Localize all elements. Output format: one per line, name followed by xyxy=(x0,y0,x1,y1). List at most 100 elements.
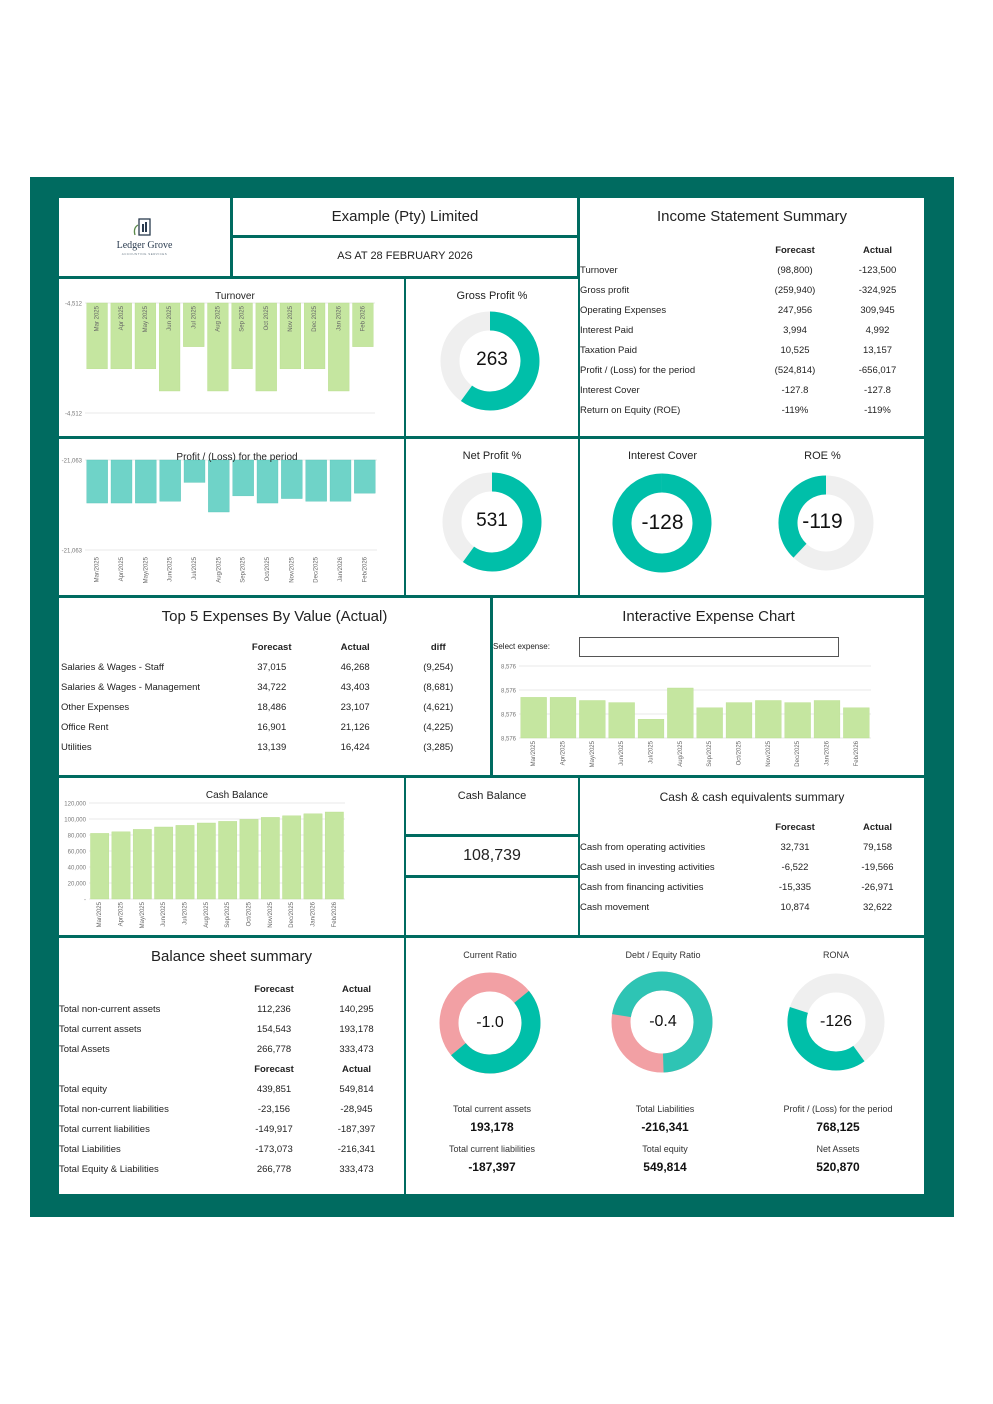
y-tick-label: -4,512 xyxy=(65,412,83,418)
cell-diff: (4,225) xyxy=(423,721,454,733)
logo-box: Ledger Grove ACCOUNTING SERVICES xyxy=(59,198,230,276)
x-tick-label: Nov 2025 xyxy=(288,305,294,331)
x-tick-label: Oct/2025 xyxy=(265,556,271,581)
cell-actual: 193,178 xyxy=(339,1023,374,1035)
cash-balance-value: 108,739 xyxy=(463,847,521,864)
x-tick-label: Jan/2026 xyxy=(311,901,317,926)
col-forecast: Forecast xyxy=(254,983,294,995)
current-l2: Total current liabilities xyxy=(448,1144,536,1154)
cash-balance-title-box: Cash Balance xyxy=(406,778,578,834)
x-tick-label: Mar/2025 xyxy=(97,901,103,927)
donut-arc xyxy=(460,311,540,411)
bar xyxy=(208,459,230,513)
cell-actual: -119% xyxy=(864,404,891,416)
bar xyxy=(279,302,302,370)
income-summary-title: Income Statement Summary xyxy=(656,208,848,225)
cell-actual: 333,473 xyxy=(339,1043,374,1055)
bar xyxy=(231,302,253,370)
logo-subtext: ACCOUNTING SERVICES xyxy=(121,252,168,256)
x-tick-label: Mar 2025 xyxy=(95,305,101,331)
x-tick-label: Jan 2026 xyxy=(336,305,342,330)
rona-v2: 520,870 xyxy=(816,1160,860,1174)
cell-forecast: 266,778 xyxy=(256,1043,292,1055)
table-header: Forecast Actual xyxy=(580,817,915,837)
bar xyxy=(696,707,723,739)
cell-actual: -123,500 xyxy=(858,264,897,276)
x-tick-label: Jan/2026 xyxy=(825,740,831,765)
x-tick-label: Oct/2025 xyxy=(247,901,253,926)
cell-actual: -19,566 xyxy=(861,861,894,873)
rona-l2: Net Assets xyxy=(816,1144,860,1154)
cell-actual: 333,473 xyxy=(339,1163,374,1175)
table-header: Forecast Actual xyxy=(59,1059,394,1079)
y-tick-label: 120,000 xyxy=(64,802,86,808)
table-row: Total Liabilities -173,073 -216,341 xyxy=(59,1139,394,1159)
col-forecast: Forecast xyxy=(775,821,815,833)
x-tick-label: Feb/2026 xyxy=(362,556,368,582)
donut-arc xyxy=(612,971,713,1073)
bar xyxy=(520,697,547,739)
bar xyxy=(637,719,665,739)
y-tick-label: -21,063 xyxy=(62,459,83,465)
bar xyxy=(784,702,811,739)
cell-label: Cash movement xyxy=(580,901,650,913)
company-name: Example (Pty) Limited xyxy=(331,208,479,225)
cell-forecast: 154,543 xyxy=(256,1023,292,1035)
cell-actual: -26,971 xyxy=(861,881,894,893)
report-date-box: AS AT 28 FEBRUARY 2026 xyxy=(233,238,577,276)
cell-label: Total Equity & Liabilities xyxy=(59,1163,159,1175)
x-tick-label: Jun/2025 xyxy=(161,901,167,926)
cell-forecast: -173,073 xyxy=(255,1143,293,1155)
cell-forecast: 37,015 xyxy=(257,661,287,673)
table-row: Gross profit (259,940) -324,925 xyxy=(580,280,915,300)
x-tick-label: May/2025 xyxy=(590,740,596,767)
cell-actual: 32,622 xyxy=(862,901,893,913)
profit-loss-chart-panel: -21,063 -21,063 Mar/2025 Apr/2025 May/2025 Ju… xyxy=(59,439,404,595)
bar xyxy=(218,821,238,900)
x-tick-label: Apr/2025 xyxy=(119,901,125,926)
logo-icon xyxy=(133,218,151,236)
cell-label: Office Rent xyxy=(61,721,109,733)
bar xyxy=(305,459,327,502)
debt-equity-value: -0.4 xyxy=(649,1013,677,1030)
x-tick-label: Mar/2025 xyxy=(95,556,101,582)
cash-balance-value-box: 108,739 xyxy=(406,837,578,875)
cell-forecast: (524,814) xyxy=(774,364,816,376)
col-actual: Actual xyxy=(341,983,372,995)
cell-actual: -324,925 xyxy=(858,284,897,296)
cell-actual: -127.8 xyxy=(864,384,891,396)
cell-forecast: (259,940) xyxy=(774,284,816,296)
bar xyxy=(110,302,132,370)
select-expense-input[interactable] xyxy=(579,637,839,657)
bar xyxy=(232,459,254,497)
cell-label: Cash from operating activities xyxy=(580,841,706,853)
col-actual: Actual xyxy=(341,1063,372,1075)
donut-arc xyxy=(451,990,541,1074)
cell-label: Total Assets xyxy=(59,1043,110,1055)
cell-label: Operating Expenses xyxy=(580,304,667,316)
bar xyxy=(132,829,152,900)
rona-value: -126 xyxy=(819,1013,853,1030)
cell-actual: 79,158 xyxy=(862,841,893,853)
table-row: Cash from operating activities 32,731 79,1… xyxy=(580,837,915,857)
company-title-box: Example (Pty) Limited xyxy=(233,198,577,235)
table-row: Total non-current liabilities -23,156 -28,… xyxy=(59,1099,394,1119)
cash-summary-title: Cash & cash equivalents summary xyxy=(659,790,845,804)
cell-label: Total current assets xyxy=(59,1023,142,1035)
debt-l1: Total Liabilities xyxy=(635,1104,695,1114)
y-tick-label: 60,000 xyxy=(68,850,87,856)
donut-arc xyxy=(612,473,712,573)
cell-label: Interest Paid xyxy=(580,324,634,336)
table-row: Interest Paid 3,994 4,992 xyxy=(580,320,915,340)
table-row: Total Equity & Liabilities 266,778 333,473 xyxy=(59,1159,394,1179)
x-tick-label: Apr/2025 xyxy=(119,556,125,581)
y-tick-label: 20,000 xyxy=(68,882,87,888)
x-tick-label: Dec/2025 xyxy=(795,740,801,766)
cash-summary-panel: Cash & cash equivalents summary Forecast… xyxy=(580,778,924,935)
bar xyxy=(281,459,303,499)
report-date: AS AT 28 FEBRUARY 2026 xyxy=(337,250,473,262)
debt-equity-title: Debt / Equity Ratio xyxy=(625,950,701,960)
x-tick-label: May 2025 xyxy=(143,305,149,332)
cell-diff: (8,681) xyxy=(423,681,454,693)
x-tick-label: Nov/2025 xyxy=(268,901,274,927)
